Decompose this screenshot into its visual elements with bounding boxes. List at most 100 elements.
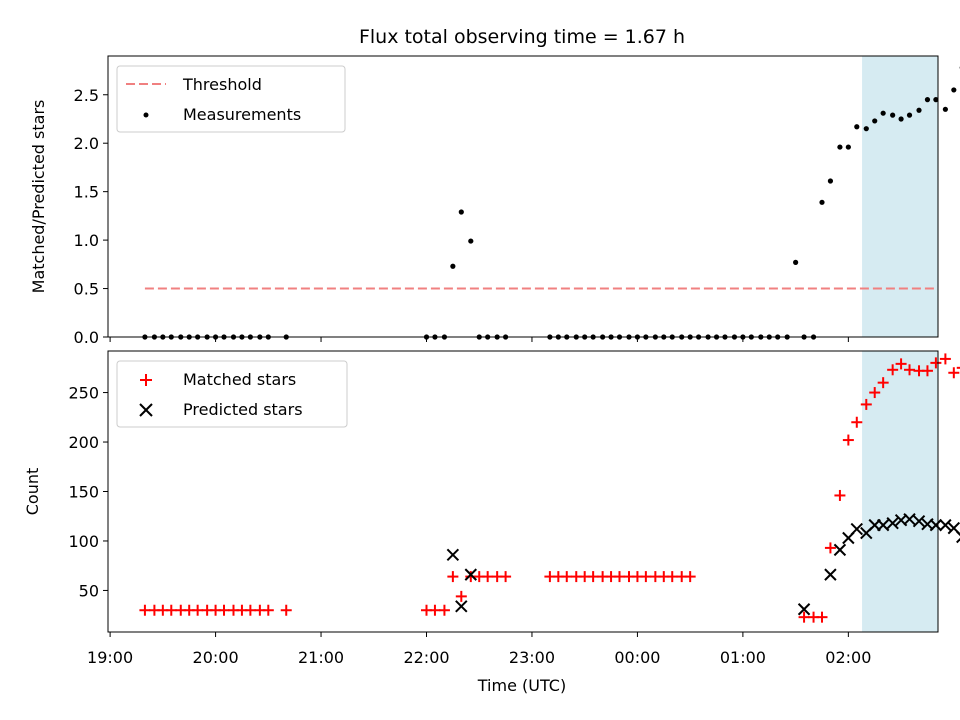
measurement-point	[827, 178, 834, 184]
y-tick-label: 200	[68, 433, 99, 452]
top-panel-y-axis: 0.0 0.5 1.0 1.5 2.0 2.5	[74, 86, 108, 347]
matched-stars-point	[956, 366, 960, 369]
matched-stars-point	[842, 434, 854, 446]
y-tick-label: 1.0	[74, 231, 99, 250]
measurement-point	[898, 116, 904, 122]
matched-stars-point	[824, 542, 836, 554]
x-tick-label: 00:00	[614, 648, 660, 667]
bottom-panel-y-axis: 50 100 150 200 250	[68, 384, 108, 600]
legend-measurements-swatch	[143, 112, 149, 118]
measurement-point	[819, 199, 825, 205]
predicted-stars-point	[939, 518, 952, 532]
matched-stars-point	[244, 604, 256, 616]
legend-predicted-swatch	[139, 403, 153, 417]
chart-title: Flux total observing time = 1.67 h	[359, 26, 685, 48]
measurement-point	[951, 87, 957, 93]
matched-stars-point	[587, 571, 599, 583]
measurement-point	[942, 106, 948, 112]
predicted-stars-point	[886, 516, 899, 530]
x-tick-label: 22:00	[403, 648, 449, 667]
measurement-point	[916, 107, 922, 113]
measurement-point	[880, 110, 886, 116]
matched-stars-point	[429, 604, 441, 616]
predicted-stars-point	[824, 568, 837, 581]
predicted-stars-point	[455, 600, 468, 613]
predicted-stars-point	[797, 603, 811, 616]
matched-stars-point	[877, 377, 889, 389]
matched-stars-point	[798, 611, 810, 623]
legend-predicted-label: Predicted stars	[183, 400, 303, 419]
matched-stars-point	[851, 416, 863, 428]
matched-stars-point	[666, 571, 678, 583]
matched-stars-point	[500, 571, 512, 583]
x-tick-label: 20:00	[193, 648, 239, 667]
matched-stars-point	[139, 604, 151, 616]
measurement-point	[933, 97, 939, 103]
matched-stars-point	[192, 604, 204, 616]
measurement-point	[450, 263, 456, 269]
top-panel-legend: Threshold Measurements	[116, 65, 346, 133]
matched-stars-point	[887, 364, 899, 376]
matched-stars-point	[895, 358, 907, 370]
matched-stars-point	[280, 604, 292, 616]
measurement-point	[845, 144, 851, 150]
y-tick-label: 0.5	[74, 280, 99, 299]
top-panel: 0.0 0.5 1.0 1.5 2.0 2.5 Matched/Predicted sta…	[29, 55, 960, 347]
matched-stars-point	[948, 367, 960, 379]
measurement-point	[837, 144, 843, 150]
legend-measurements-label: Measurements	[183, 105, 301, 124]
predicted-stars-point	[876, 518, 890, 532]
top-panel-y-label: Matched/Predicted stars	[29, 100, 48, 294]
predicted-stars-point	[446, 548, 460, 562]
x-tick-label: 23:00	[509, 648, 555, 667]
matched-stars-point	[561, 571, 573, 583]
matched-stars-point	[218, 604, 230, 616]
predicted-stars-point	[850, 522, 864, 536]
matched-stars-point	[921, 365, 933, 377]
matched-stars-point	[455, 590, 467, 602]
matched-stars-point	[684, 571, 696, 583]
y-tick-label: 150	[68, 483, 99, 502]
y-tick-label: 100	[68, 532, 99, 551]
top-panel-shaded-span	[862, 56, 938, 337]
y-tick-label: 250	[68, 384, 99, 403]
measurement-point	[458, 209, 464, 215]
y-tick-label: 2.0	[74, 134, 99, 153]
matched-stars-point	[869, 387, 881, 399]
predicted-stars-point	[912, 514, 926, 528]
matched-stars-point	[834, 489, 846, 501]
x-tick-label: 02:00	[825, 648, 871, 667]
matched-stars-point	[613, 571, 625, 583]
y-tick-label: 2.5	[74, 86, 99, 105]
legend-threshold-label: Threshold	[182, 75, 262, 94]
matched-stars-point	[165, 604, 177, 616]
top-legend-box	[116, 65, 346, 133]
measurement-point	[863, 126, 869, 132]
predicted-stars-point	[903, 512, 916, 526]
measurement-point	[924, 97, 931, 103]
matched-stars-point	[816, 611, 828, 623]
x-axis-label: Time (UTC)	[477, 676, 566, 695]
top-panel-frame	[107, 55, 939, 338]
matched-stars-point	[860, 398, 872, 410]
measurement-point	[890, 112, 896, 118]
measurement-point	[468, 238, 474, 244]
bottom-panel-legend: Matched stars Predicted stars	[116, 360, 348, 428]
predicted-stars-point	[464, 568, 478, 581]
measurement-point	[854, 124, 860, 130]
bottom-panel-y-label: Count	[23, 468, 42, 516]
bottom-panel-x-axis: 19:00 20:00 21:00 22:00 23:00 00:00 01:00 02:00	[87, 632, 871, 667]
matched-stars-point	[904, 364, 916, 376]
matched-stars-point	[939, 353, 951, 365]
y-tick-label: 0.0	[74, 328, 99, 347]
y-tick-label: 1.5	[74, 183, 99, 202]
matched-stars-point	[262, 604, 274, 616]
x-tick-label: 19:00	[87, 648, 133, 667]
matched-stars-point	[438, 604, 450, 616]
matched-stars-point	[482, 571, 494, 583]
x-tick-label: 21:00	[298, 648, 344, 667]
predicted-stars-point	[956, 530, 960, 544]
bottom-panel-points	[139, 353, 960, 623]
x-tick-label: 01:00	[720, 648, 766, 667]
